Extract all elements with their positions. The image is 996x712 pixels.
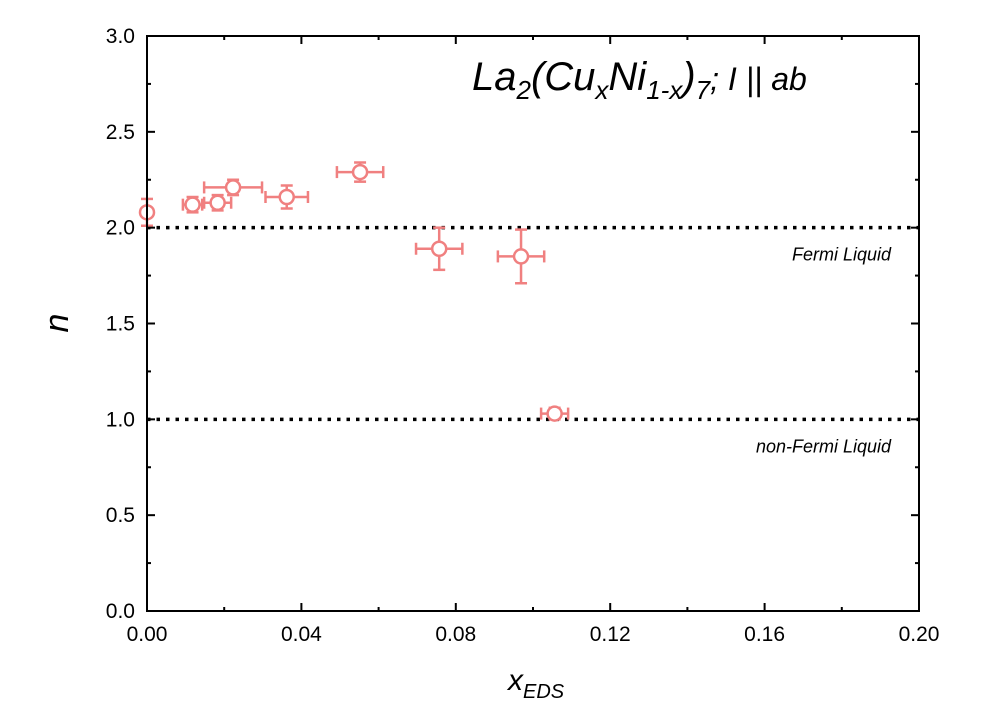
title-part-4: x [593, 75, 609, 105]
title-part-2: 2 [516, 75, 532, 105]
y-tick-label: 0.5 [106, 504, 135, 527]
x-tick-label: 0.12 [590, 623, 631, 646]
y-tick-label: 1.5 [106, 313, 135, 336]
y-tick-label: 1.0 [106, 408, 135, 431]
data-marker [209, 194, 226, 211]
chart-title: La2(CuxNi1-x)7; I || ab [472, 55, 807, 105]
title-part-3: (Cu [531, 55, 595, 99]
reference-line-label: non-Fermi Liquid [756, 436, 892, 456]
data-points [138, 161, 570, 422]
x-tick-label: 0.08 [435, 623, 476, 646]
y-axis-label: n [38, 314, 76, 333]
data-marker [512, 248, 530, 265]
title-part-5: Ni [608, 55, 647, 99]
x-tick-label: 0.16 [744, 623, 785, 646]
x-tick-label: 0.00 [127, 623, 168, 646]
data-marker [184, 196, 201, 213]
title-part-1: La [472, 55, 517, 99]
data-point [539, 405, 570, 422]
y-tick-label: 2.0 [106, 217, 135, 240]
x-tick-label: 0.20 [899, 623, 940, 646]
data-marker [430, 240, 448, 257]
x-axis-label-sub: EDS [523, 681, 565, 703]
data-point [335, 161, 385, 183]
data-point [202, 178, 264, 197]
data-point [414, 226, 464, 272]
x-tick-label: 0.04 [281, 623, 322, 646]
data-marker [224, 179, 242, 196]
y-tick-label: 0.0 [106, 600, 135, 623]
data-point [181, 195, 204, 214]
title-part-8: 7 [696, 75, 712, 105]
x-axis-label: xEDS [506, 664, 565, 703]
data-point [264, 184, 310, 210]
y-tick-label: 3.0 [106, 25, 135, 48]
data-point [202, 193, 233, 212]
title-part-9: ; I || ab [710, 61, 807, 97]
plot-frame [146, 35, 920, 612]
data-marker [278, 188, 295, 206]
title-part-6: 1-x [646, 75, 683, 105]
x-axis-label-main: x [506, 664, 524, 697]
y-tick-label: 2.5 [106, 121, 135, 144]
data-marker [546, 405, 563, 422]
title-part-7: ) [678, 55, 695, 99]
reference-lines: Fermi Liquid non-Fermi Liquid [147, 225, 919, 456]
data-marker [351, 163, 369, 181]
data-point [496, 228, 546, 285]
reference-line-label: Fermi Liquid [792, 245, 892, 265]
axis-ticks: 0.00 0.04 0.08 0.12 0.16 0.20 0.0 0.5 1.0 1.5 2.0 2… [106, 25, 940, 646]
